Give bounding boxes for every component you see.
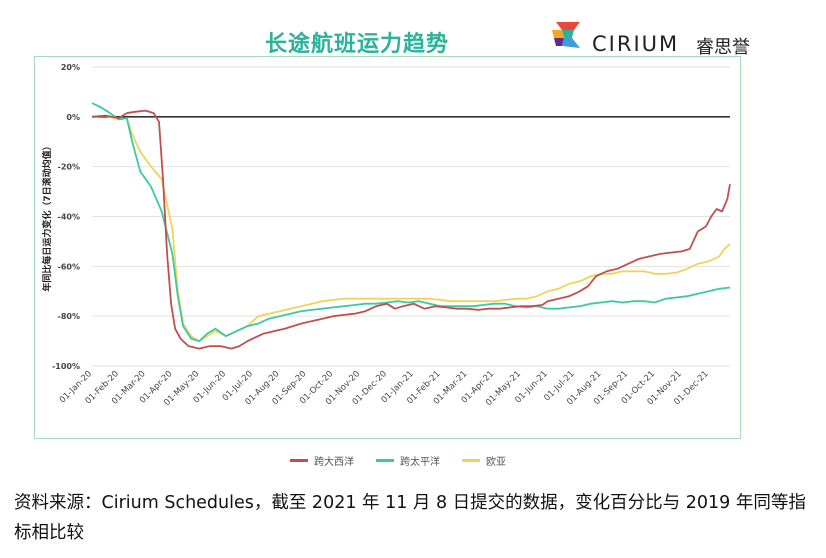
cirium-logo: CIRIUM 睿思誉 [548,14,788,64]
source-note: 资料来源：Cirium Schedules，截至 2021 年 11 月 8 日… [14,493,806,543]
y-tick-label: -100% [52,362,80,371]
legend-item-transatlantic: 跨大西洋 [290,453,354,468]
legend-swatch-europe [462,459,480,462]
y-tick-label: 20% [61,63,80,72]
series-line-transpacific [91,102,731,342]
y-tick-label: 0% [66,113,80,122]
y-tick-label: -20% [58,163,80,172]
legend-label-europe: 欧亚 [486,457,506,468]
series-line-transatlantic [91,109,731,350]
legend-item-transpacific: 跨太平洋 [376,453,440,468]
line-chart: 20%0%-20%-40%-60%-80%-100%01-Jan-2001-Fe… [41,63,731,408]
legend-swatch-transatlantic [290,459,308,462]
y-tick-label: -60% [58,262,80,271]
legend-item-europe: 欧亚 [462,453,506,468]
legend-label-transpacific: 跨太平洋 [400,457,440,468]
logo-text: CIRIUM [592,32,680,56]
y-tick-label: -40% [58,213,80,222]
y-tick-label: -80% [58,312,80,321]
legend-label-transatlantic: 跨大西洋 [314,457,354,468]
legend-swatch-transpacific [376,459,394,462]
logo-cn-text: 睿思誉 [696,37,750,58]
chart-legend: 跨大西洋 跨太平洋 欧亚 [290,453,506,468]
cirium-logo-icon [552,22,580,48]
page-title: 长途航班运力趋势 [265,32,450,57]
y-axis-label: 年同比每日运力变化（7日滚动均值） [41,141,53,291]
chart-frame [34,56,741,439]
series-line-europe [91,114,731,342]
